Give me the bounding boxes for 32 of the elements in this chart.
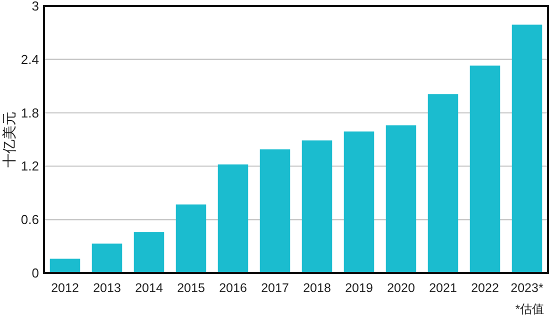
bar (50, 258, 80, 273)
y-axis-title: 十亿美元 (1, 112, 17, 168)
x-tick-label: 2019 (345, 281, 373, 295)
x-tick-label: 2018 (303, 281, 331, 295)
bar (512, 24, 542, 273)
x-tick-label: 2017 (261, 281, 289, 295)
bar (134, 232, 164, 273)
y-tick-label: 1.8 (20, 105, 39, 120)
bar (344, 131, 374, 273)
x-tick-label: 2023* (510, 281, 544, 295)
bar (218, 164, 248, 273)
bar (386, 125, 416, 273)
bar (302, 140, 332, 273)
x-tick-label: 2022 (471, 281, 499, 295)
bar (260, 149, 290, 273)
x-tick-label: 2014 (135, 281, 163, 295)
y-tick-label: 0.6 (20, 212, 39, 228)
x-tick-label: 2021 (429, 281, 457, 295)
y-tick-label: 2.4 (20, 52, 39, 67)
x-tick-label: 2013 (93, 281, 121, 295)
x-tick-label: 2015 (177, 281, 205, 295)
y-tick-label: 0 (32, 266, 39, 280)
text: *估值 (515, 302, 544, 316)
bar (428, 94, 458, 273)
bar (92, 244, 122, 273)
x-tick-label: 2012 (51, 281, 79, 295)
y-tick-label: 1.2 (20, 158, 39, 174)
y-tick-label: 3 (32, 0, 39, 14)
x-tick-label: 2016 (219, 281, 247, 295)
x-tick-label: 2020 (387, 281, 415, 295)
bar (176, 204, 206, 273)
bar (470, 66, 500, 273)
